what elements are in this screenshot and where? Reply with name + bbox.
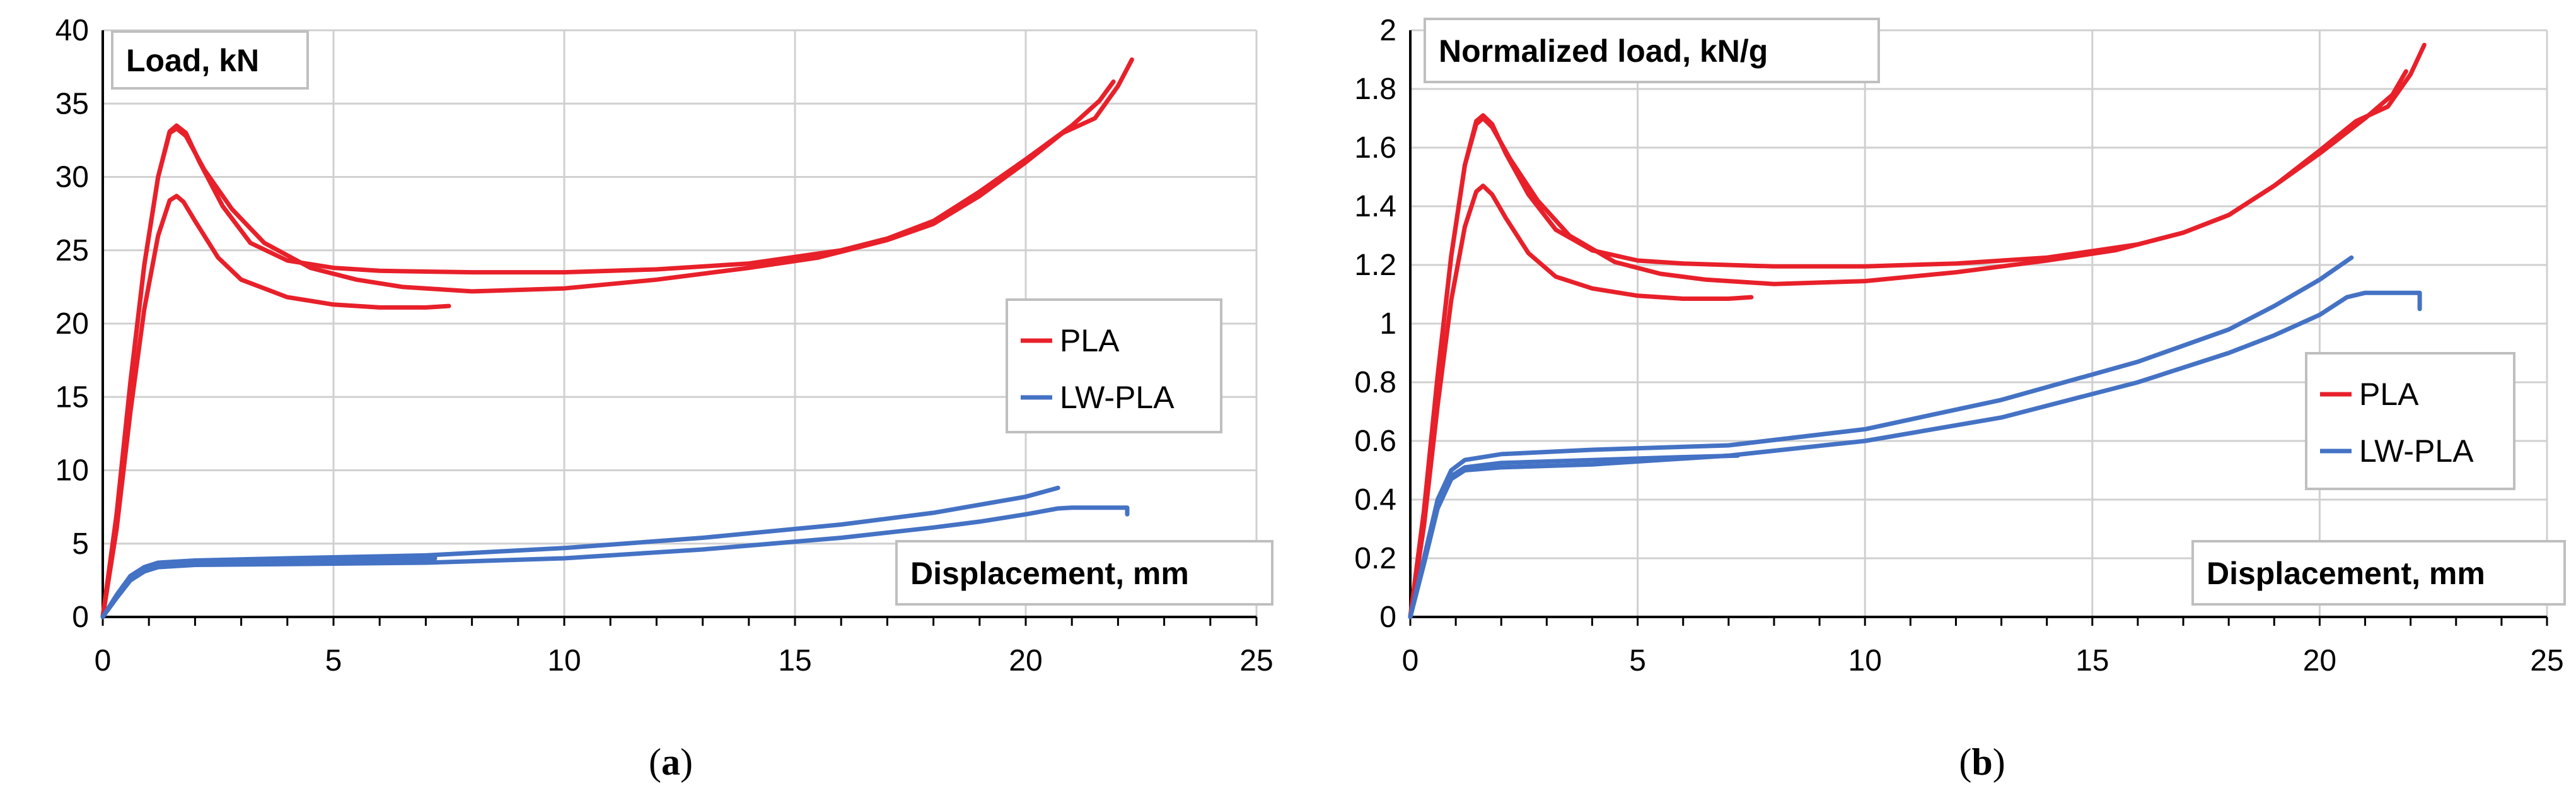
legend-label: LW-PLA [2359, 433, 2474, 469]
x-tick-label: 0 [95, 644, 112, 678]
series-line-pla [100, 194, 451, 619]
y-tick-label: 1.2 [1354, 249, 1396, 282]
series-line-pla [100, 57, 1134, 619]
y-tick-label: 1 [1379, 307, 1396, 341]
y-tick-label: 30 [55, 161, 89, 194]
y-tick-label: 1.4 [1354, 190, 1396, 223]
x-tick-label: 10 [547, 644, 581, 678]
xlabel-box [2191, 540, 2566, 606]
x-tick-label: 25 [1239, 644, 1273, 678]
y-tick-label: 0.2 [1354, 542, 1396, 575]
y-tick-label: 1.8 [1354, 73, 1396, 106]
panel-caption: (b) [1959, 741, 2005, 783]
legend-box [2305, 352, 2515, 490]
chart-a: 0 5 10 15 20 25 0 5 10 15 20 25 30 35 40 Load, kN Displa… [55, 14, 1273, 783]
series-line-lw-pla [1408, 453, 1740, 619]
series-line-lw-pla [100, 556, 438, 619]
chart-b: 0 5 10 15 20 25 0 0.2 0.4 0.6 0.8 1 1.2 1.4 1.6 1.8 2 Nor… [1354, 14, 2566, 783]
xlabel-box [895, 540, 1273, 606]
title-box [111, 30, 309, 90]
y-tick-label: 40 [55, 14, 89, 47]
x-tick-label: 20 [2303, 644, 2336, 678]
x-tick-label: 5 [325, 644, 342, 678]
legend-label: LW-PLA [1060, 380, 1175, 415]
title-box [1424, 18, 1880, 83]
y-tick-label: 0.6 [1354, 425, 1396, 458]
y-tick-label: 2 [1379, 14, 1396, 47]
y-tick-label: 10 [55, 454, 89, 488]
y-tick-label: 0 [1379, 601, 1396, 634]
legend-box [1006, 298, 1222, 433]
y-tick-label: 35 [55, 87, 89, 120]
series-line-lw-pla [1408, 255, 2354, 619]
y-tick-label: 15 [55, 380, 89, 414]
x-axis-label: Displacement, mm [2207, 556, 2485, 591]
panel-caption: (a) [649, 741, 693, 783]
x-tick-label: 20 [1009, 644, 1042, 678]
x-tick-label: 25 [2530, 644, 2563, 678]
y-tick-label: 0.8 [1354, 366, 1396, 399]
y-tick-label: 0 [72, 601, 89, 634]
panel-caption-letter: b [1971, 741, 1992, 783]
panel-caption-letter: a [661, 741, 680, 783]
x-tick-label: 0 [1402, 644, 1419, 678]
y-tick-label: 20 [55, 307, 89, 341]
y-tick-label: 25 [55, 234, 89, 267]
chart-title: Normalized load, kN/g [1439, 33, 1768, 69]
chart-title: Load, kN [126, 43, 259, 78]
series-line-pla [1408, 184, 1754, 619]
series-line-pla [1408, 42, 2427, 619]
x-tick-label: 15 [778, 644, 811, 678]
x-tick-label: 5 [1629, 644, 1646, 678]
x-tick-label: 15 [2075, 644, 2109, 678]
legend-label: PLA [1060, 323, 1120, 358]
y-tick-label: 5 [72, 527, 89, 561]
x-tick-label: 10 [1848, 644, 1882, 678]
y-tick-label: 1.6 [1354, 131, 1396, 165]
legend-label: PLA [2359, 377, 2419, 412]
x-axis-label: Displacement, mm [910, 556, 1189, 591]
y-tick-label: 0.4 [1354, 483, 1396, 517]
